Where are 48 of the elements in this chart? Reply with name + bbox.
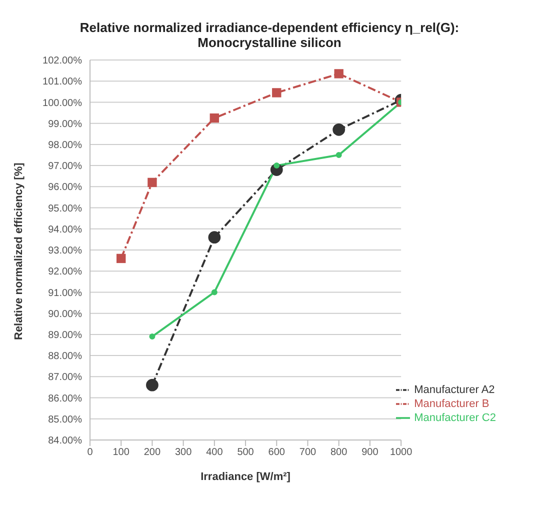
y-tick-label: 98.00% — [48, 140, 82, 151]
x-tick-label: 700 — [299, 447, 317, 458]
point — [336, 152, 342, 158]
y-axis-title: Relative normalized efficiency [%] — [12, 162, 25, 340]
y-tick-label: 99.00% — [48, 118, 82, 130]
x-tick-label: 900 — [362, 447, 379, 458]
x-tick-label: 0 — [87, 447, 94, 458]
y-tick-label: 102.00% — [42, 56, 82, 67]
y-tick-label: 92.00% — [48, 266, 82, 278]
point — [211, 289, 218, 296]
x-tick-label: 100 — [112, 447, 130, 458]
x-tick-label: 200 — [144, 447, 161, 458]
legend-label: Manufacturer B — [414, 398, 490, 410]
point — [148, 178, 157, 188]
y-tick-label: 93.00% — [48, 246, 82, 257]
y-tick-label: 96.00% — [48, 182, 82, 194]
x-tick-label: 1000 — [390, 447, 413, 458]
y-tick-label: 91.00% — [48, 288, 82, 299]
x-tick-label: 400 — [206, 447, 224, 458]
y-tick-label: 84.00% — [48, 436, 82, 447]
y-tick-label: 97.00% — [48, 161, 82, 172]
point — [274, 162, 280, 169]
point — [272, 88, 282, 98]
y-tick-label: 90.00% — [48, 308, 82, 320]
x-tick-label: 600 — [268, 447, 286, 458]
y-tick-label: 85.00% — [48, 414, 82, 426]
point — [116, 254, 126, 264]
x-axis-title: Irradiance [W/m²] — [200, 471, 291, 483]
y-tick-label: 89.00% — [48, 330, 82, 341]
point — [334, 69, 344, 78]
point — [146, 378, 158, 392]
y-tick-label: 87.00% — [48, 372, 82, 384]
x-tick-label: 300 — [174, 447, 192, 458]
x-tick-label: 500 — [237, 447, 254, 458]
point — [208, 231, 221, 244]
y-tick-label: 100.00% — [42, 98, 82, 109]
y-tick-label: 95.00% — [48, 203, 82, 214]
legend-label: Manufacturer A2 — [414, 384, 495, 396]
y-tick-label: 101.00% — [42, 76, 82, 88]
legend-label: Manufacturer C2 — [414, 412, 496, 424]
y-tick-label: 86.00% — [48, 393, 82, 404]
y-tick-label: 94.00% — [48, 224, 82, 236]
point — [149, 334, 156, 340]
chart-title: Relative normalized irradiance-dependent efficiency η_rel(G): Monocrystalline silicon — [78, 19, 460, 50]
x-tick-label: 800 — [330, 447, 348, 458]
point — [210, 113, 220, 123]
point — [332, 123, 346, 136]
y-tick-label: 88.00% — [48, 351, 82, 362]
